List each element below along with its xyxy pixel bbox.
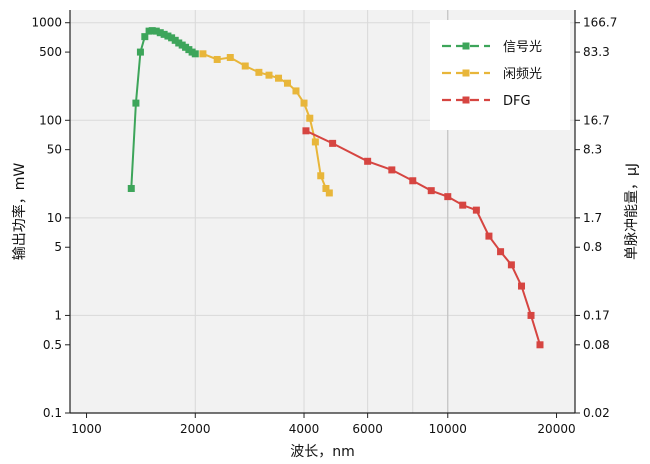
data-point: [132, 99, 140, 107]
data-point: [275, 74, 283, 82]
data-point: [527, 311, 535, 319]
y2-axis-title: 单脉冲能量，μJ: [624, 163, 640, 260]
y-tick-label: 5: [54, 240, 62, 254]
x-tick-label: 6000: [352, 422, 383, 436]
axes: [69, 10, 576, 414]
legend-item-3: DFG: [442, 94, 531, 109]
series-layer: [127, 27, 544, 349]
data-point: [300, 99, 308, 107]
data-point: [388, 166, 396, 174]
y2-tick-label: 0.08: [583, 338, 610, 352]
data-point: [168, 34, 176, 42]
data-point: [191, 50, 199, 58]
data-point: [226, 54, 234, 62]
data-point: [322, 184, 330, 192]
y2-tick-label: 83.3: [583, 45, 610, 59]
data-point: [255, 68, 263, 76]
x-tick-label: 10000: [429, 422, 467, 436]
data-point: [302, 127, 310, 135]
legend-box: [430, 20, 570, 130]
y2-tick-label: 0.8: [583, 240, 602, 254]
legend-label: 闲频光: [503, 67, 542, 82]
data-point: [152, 27, 160, 35]
data-point: [329, 139, 337, 147]
x-tick-label: 20000: [537, 422, 575, 436]
data-point: [213, 55, 221, 63]
data-point: [459, 201, 467, 209]
legend-item-1: 信号光: [442, 40, 542, 55]
series-1: [127, 27, 199, 192]
data-point: [148, 27, 156, 35]
x-tick-label: 1000: [71, 422, 102, 436]
legend-item-2: 闲频光: [442, 67, 542, 82]
y-tick-label: 50: [47, 143, 62, 157]
legend-label: DFG: [503, 94, 531, 109]
data-point: [141, 33, 149, 41]
data-point: [518, 282, 526, 290]
y2-tick-label: 1.7: [583, 211, 602, 225]
data-point: [472, 206, 480, 214]
data-point: [160, 30, 168, 38]
x-axis-title: 波长，nm: [290, 444, 355, 460]
series-3: [302, 127, 544, 349]
data-point: [325, 189, 333, 197]
y-tick-label: 1000: [31, 16, 62, 30]
data-point: [171, 36, 179, 44]
x-tick-label: 2000: [180, 422, 211, 436]
data-point: [241, 62, 249, 70]
x-tick-label: 4000: [289, 422, 320, 436]
legend-swatch-marker: [462, 42, 470, 50]
data-point: [265, 71, 273, 79]
data-point: [444, 193, 452, 201]
y-tick-label: 10: [47, 211, 62, 225]
y-tick-label: 0.5: [43, 338, 62, 352]
y2-tick-label: 166.7: [583, 16, 617, 30]
data-point: [311, 138, 319, 146]
data-point: [127, 184, 135, 192]
data-point: [306, 114, 314, 122]
y-tick-label: 0.1: [43, 406, 62, 420]
data-point: [156, 29, 164, 37]
y2-tick-label: 8.3: [583, 143, 602, 157]
data-point: [317, 172, 325, 180]
series-2: [199, 50, 333, 197]
y-tick-label: 500: [39, 45, 62, 59]
data-point: [292, 87, 300, 95]
data-point: [164, 32, 172, 40]
data-point: [485, 232, 493, 240]
data-point: [507, 261, 515, 269]
y2-tick-label: 16.7: [583, 113, 610, 127]
legend-swatch-marker: [462, 69, 470, 77]
data-point: [409, 177, 417, 185]
data-point: [199, 50, 207, 58]
y-tick-label: 1: [54, 308, 62, 322]
data-point: [364, 157, 372, 165]
data-point: [536, 341, 544, 349]
legend-swatch-marker: [462, 96, 470, 104]
legend-label: 信号光: [503, 40, 542, 55]
data-point: [283, 79, 291, 87]
y-tick-label: 100: [39, 113, 62, 127]
data-point: [497, 248, 505, 256]
tick-labels: 1000 2000 4000 6000 10000 2000010005001005010…: [31, 16, 617, 436]
data-point: [136, 48, 144, 56]
tick-marks: [65, 22, 580, 418]
y2-tick-label: 0.02: [583, 406, 610, 420]
data-point: [427, 187, 435, 195]
y2-tick-label: 0.17: [583, 308, 610, 322]
y-axis-title: 输出功率，mW: [11, 163, 28, 261]
